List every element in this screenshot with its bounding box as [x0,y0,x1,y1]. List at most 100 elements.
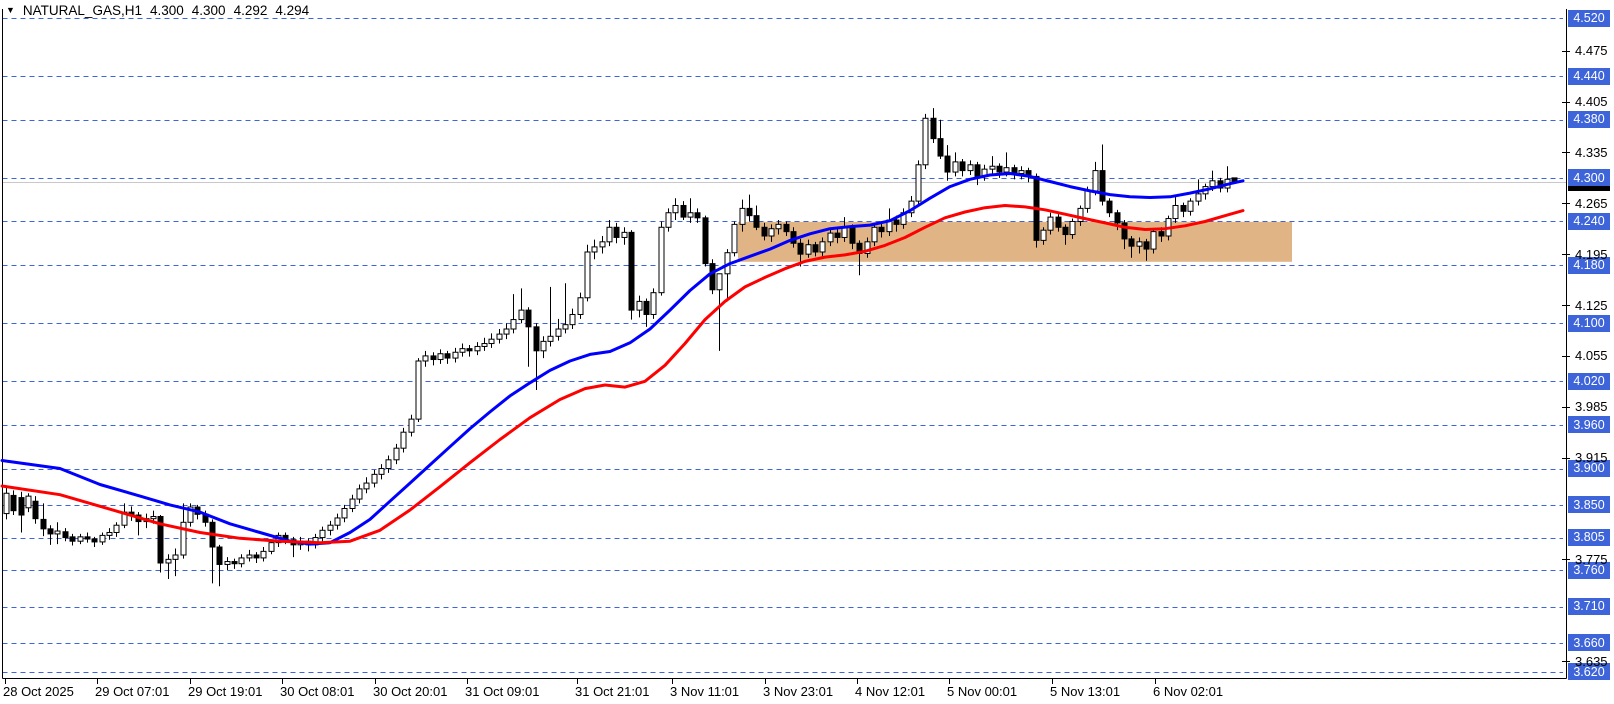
bull-candle-body [260,550,267,559]
bull-candle-body [967,164,974,172]
bull-candle-body [658,226,665,294]
ohlc-close: 4.294 [275,3,310,18]
bear-candle-body [444,353,451,359]
chart-dropdown-icon[interactable]: ▼ [6,5,15,15]
bull-candle-body [775,223,782,230]
bear-candle-body [944,155,951,173]
bear-candle-body [69,536,76,542]
bull-candle-body [805,244,812,255]
bull-candle-body [547,335,554,342]
bear-candle-body [1158,231,1165,237]
bull-candle-body [77,536,84,542]
bull-candle-body [1018,170,1025,175]
bear-candle-body [680,204,687,218]
bull-candle-body [584,251,591,299]
bear-candle-body [1121,222,1128,240]
bull-candle-body [577,297,584,315]
bull-candle-body [621,231,628,238]
bear-candle-body [694,212,701,219]
bull-candle-body [650,292,657,315]
bull-candle-body [1172,204,1179,220]
bull-candle-body [922,117,929,166]
bull-candle-body [739,207,746,225]
bear-candle-body [466,348,473,352]
bull-candle-body [606,226,613,243]
bull-candle-body [1136,241,1143,247]
bear-candle-body [643,300,650,315]
bear-candle-body [974,164,981,177]
bull-candle-body [180,521,187,556]
bull-candle-body [989,165,996,170]
bull-candle-body [474,345,481,352]
ohlc-open: 4.300 [149,3,184,18]
bull-candle-body [827,232,834,243]
bull-candle-body [363,482,370,490]
bear-candle-body [216,546,223,565]
bull-candle-body [25,495,32,509]
bull-candle-body [385,459,392,470]
bull-candle-body [731,223,738,254]
bear-candle-body [959,161,966,172]
bear-candle-body [62,531,69,539]
bull-candle-body [819,241,826,253]
bull-candle-body [569,313,576,326]
bear-candle-body [91,538,98,543]
bear-candle-body [797,242,804,255]
bull-candle-body [165,558,172,564]
bear-candle-body [533,326,540,352]
bull-candle-body [54,530,61,535]
bear-candle-body [10,494,17,512]
bull-candle-body [518,309,525,321]
bear-candle-body [1143,241,1150,250]
bear-candle-body [613,226,620,238]
bull-candle-body [562,324,569,330]
bull-candle-body [224,561,231,565]
bull-candle-body [113,524,120,533]
bull-candle-body [1195,193,1202,202]
bear-candle-body [525,309,532,328]
bear-candle-body [761,226,768,237]
bull-candle-body [378,468,385,475]
bull-candle-body [503,328,510,335]
bull-candle-body [1047,216,1054,231]
bull-candle-body [1187,200,1194,212]
bear-candle-body [702,217,709,265]
ohlc-high: 4.300 [191,3,226,18]
bull-candle-body [150,515,157,520]
bear-candle-body [746,207,753,217]
bull-candle-body [1092,170,1099,192]
bull-candle-body [400,431,407,449]
bear-candle-body [430,355,437,361]
bull-candle-body [371,473,378,484]
bull-candle-body [1209,180,1216,188]
bull-candle-body [341,507,348,519]
bull-candle-body [672,204,679,214]
bull-candle-body [99,534,106,543]
bull-candle-body [356,488,363,500]
bull-candle-body [1077,207,1084,222]
bear-candle-body [878,226,885,233]
bear-candle-body [157,515,164,564]
bull-candle-body [687,212,694,218]
bull-candle-body [716,273,723,291]
bull-candle-body [319,529,326,539]
bear-candle-body [937,138,944,157]
bull-candle-body [496,333,503,340]
bull-candle-body [768,228,775,237]
bull-candle-body [437,353,444,361]
bear-candle-body [996,165,1003,173]
bull-candle-body [488,338,495,345]
bull-candle-body [459,348,466,353]
bear-candle-body [18,497,25,516]
bull-candle-body [1003,167,1010,173]
bear-candle-body [40,518,47,530]
bear-candle-body [84,536,91,540]
bear-candle-body [1180,204,1187,212]
bull-candle-body [871,226,878,243]
bear-candle-body [32,500,39,520]
bear-candle-body [253,554,260,559]
bull-candle-body [915,164,922,202]
bear-candle-body [1128,238,1135,247]
